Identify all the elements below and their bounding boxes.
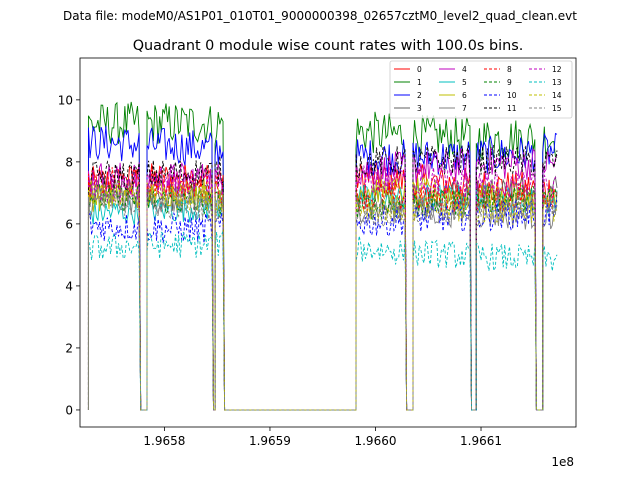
axes-frame [79,57,577,428]
x-tick-label: 1.9660 [354,434,396,448]
legend-label: 2 [417,91,422,100]
legend-label: 0 [417,65,422,74]
legend-label: 14 [552,91,562,100]
series-layer [87,101,558,411]
legend-label: 5 [462,78,467,87]
legend-label: 3 [417,104,422,113]
series-line-8 [87,166,558,411]
y-tick-label: 0 [65,403,73,417]
legend-label: 4 [462,65,467,74]
chart-title: Quadrant 0 module wise count rates with … [133,38,524,54]
suptitle: Data file: modeM0/AS1P01_010T01_90000003… [63,9,577,23]
series-line-14 [87,180,558,411]
y-tick-label: 10 [58,93,73,107]
legend-label: 10 [507,91,517,100]
legend-label: 6 [462,91,467,100]
legend-label: 7 [462,104,467,113]
series-line-11 [87,144,558,411]
legend-label: 12 [552,65,562,74]
x-tick-label: 1.9659 [249,434,291,448]
legend-label: 1 [417,78,422,87]
series-line-15 [87,187,558,411]
x-offset-label: 1e8 [551,455,574,469]
y-tick-label: 2 [65,341,73,355]
legend-label: 13 [552,78,562,87]
legend-label: 15 [552,104,562,113]
y-tick-label: 8 [65,155,73,169]
y-tick-label: 6 [65,217,73,231]
x-tick-label: 1.9658 [143,434,185,448]
x-tick-label: 1.9661 [460,434,502,448]
x-axis: 1.9658 1.9659 1.9660 1.9661 [143,427,502,448]
y-tick-label: 4 [65,279,73,293]
legend-label: 9 [507,78,512,87]
legend-label: 8 [507,65,512,74]
legend-frame [389,60,573,119]
legend-label: 11 [507,104,517,113]
y-axis: 0 2 4 6 8 10 [58,93,80,417]
